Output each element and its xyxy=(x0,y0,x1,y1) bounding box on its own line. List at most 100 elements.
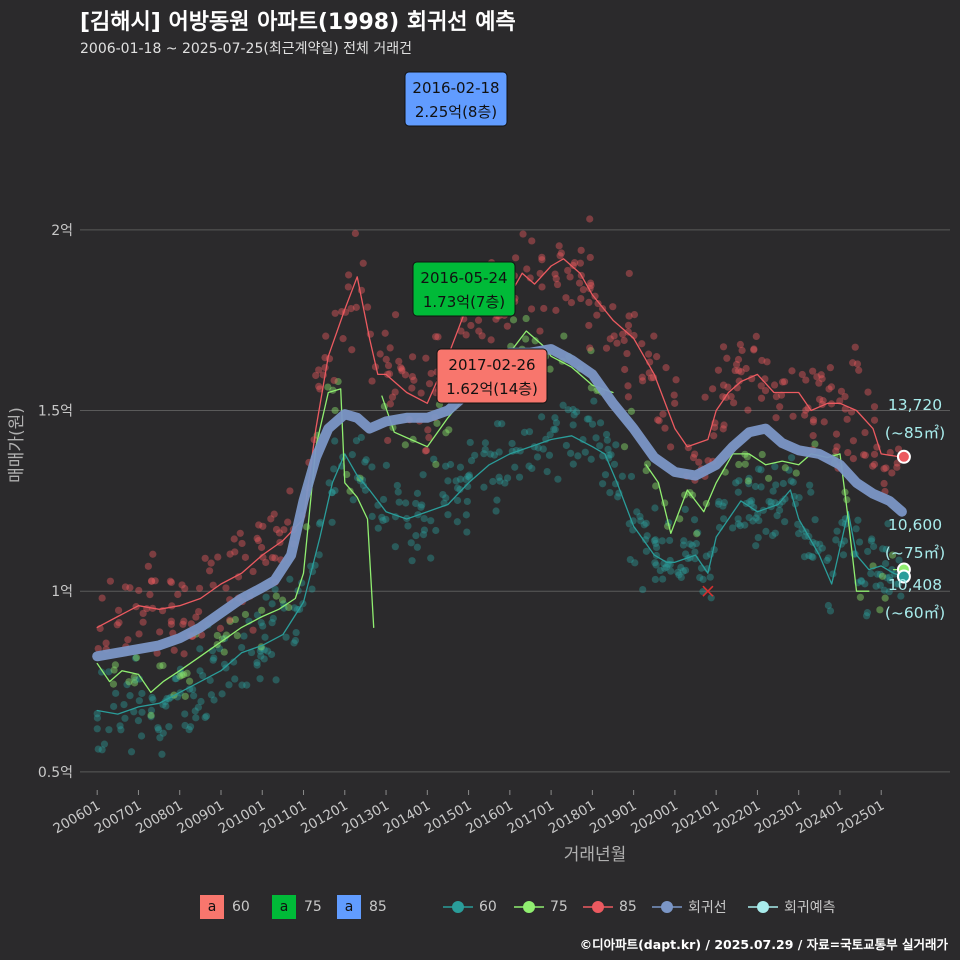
scatter-point-60 xyxy=(863,609,872,617)
scatter-point-85 xyxy=(156,628,164,636)
scatter-point-85 xyxy=(181,584,189,593)
scatter-point-85 xyxy=(832,447,840,455)
scatter-point-60 xyxy=(290,639,298,647)
scatter-point-85 xyxy=(761,387,770,395)
scatter-point-60 xyxy=(754,510,762,518)
scatter-point-60 xyxy=(596,442,604,450)
scatter-point-85 xyxy=(536,327,544,335)
scatter-point-85 xyxy=(115,619,123,627)
scatter-point-85 xyxy=(653,353,661,361)
scatter-point-60 xyxy=(159,729,167,737)
scatter-point-60 xyxy=(755,516,763,525)
scatter-point-60 xyxy=(391,543,399,551)
scatter-point-75 xyxy=(226,617,234,626)
scatter-point-60 xyxy=(574,452,582,460)
scatter-point-60 xyxy=(599,480,607,488)
scatter-point-60 xyxy=(824,601,832,610)
scatter-point-85 xyxy=(144,562,152,570)
scatter-point-60 xyxy=(495,448,503,456)
scatter-point-60 xyxy=(394,488,402,496)
scatter-point-85 xyxy=(262,558,270,566)
scatter-point-60 xyxy=(633,508,641,516)
scatter-point-60 xyxy=(757,466,765,474)
scatter-point-60 xyxy=(715,498,723,506)
scatter-point-60 xyxy=(419,471,427,479)
scatter-point-60 xyxy=(754,533,762,542)
scatter-point-85 xyxy=(870,403,879,411)
legend-line-key xyxy=(748,901,778,913)
scatter-point-85 xyxy=(788,367,796,375)
scatter-point-60 xyxy=(606,488,614,497)
scatter-point-85 xyxy=(249,567,257,576)
scatter-point-85 xyxy=(585,298,593,307)
scatter-point-85 xyxy=(206,567,214,575)
scatter-point-85 xyxy=(395,357,403,365)
scatter-point-85 xyxy=(280,526,288,534)
legend-line-key xyxy=(652,901,682,913)
scatter-point-75 xyxy=(792,469,800,477)
scatter-point-60 xyxy=(745,513,753,522)
scatter-point-60 xyxy=(881,559,890,568)
scatter-point-60 xyxy=(197,697,205,706)
scatter-point-60 xyxy=(395,498,403,506)
scatter-point-60 xyxy=(427,517,435,525)
scatter-point-60 xyxy=(147,706,156,714)
scatter-point-60 xyxy=(408,557,416,565)
scatter-point-75 xyxy=(334,377,342,386)
scatter-point-60 xyxy=(677,573,685,582)
scatter-point-60 xyxy=(501,479,509,487)
scatter-point-60 xyxy=(158,750,166,758)
scatter-point-60 xyxy=(562,441,570,450)
scatter-point-75 xyxy=(546,365,554,373)
scatter-point-85 xyxy=(719,425,727,433)
scatter-point-85 xyxy=(586,279,595,287)
scatter-point-60 xyxy=(412,499,420,508)
cancelled-trade-marker xyxy=(702,585,714,597)
scatter-point-85 xyxy=(593,311,601,319)
scatter-point-60 xyxy=(706,573,714,581)
scatter-point-60 xyxy=(809,553,817,561)
scatter-point-60 xyxy=(857,577,866,586)
scatter-point-60 xyxy=(762,527,770,535)
scatter-point-60 xyxy=(481,445,489,454)
scatter-point-60 xyxy=(876,570,884,578)
scatter-point-85 xyxy=(714,366,723,374)
scatter-point-60 xyxy=(456,463,465,471)
scatter-point-85 xyxy=(352,303,360,311)
scatter-point-60 xyxy=(652,561,660,569)
scatter-point-60 xyxy=(154,724,162,732)
scatter-point-60 xyxy=(720,515,728,523)
scatter-point-60 xyxy=(785,466,793,474)
scatter-point-60 xyxy=(690,516,699,524)
scatter-point-60 xyxy=(550,425,558,433)
scatter-point-60 xyxy=(413,489,422,497)
scatter-point-85 xyxy=(869,462,877,470)
scatter-point-60 xyxy=(481,439,490,447)
scatter-point-60 xyxy=(679,541,688,549)
scatter-point-85 xyxy=(475,327,483,335)
scatter-point-60 xyxy=(642,547,650,555)
scatter-point-85 xyxy=(837,387,846,395)
series-line-75 xyxy=(96,388,375,694)
scatter-point-85 xyxy=(238,539,246,548)
scatter-point-60 xyxy=(456,485,464,494)
scatter-point-60 xyxy=(545,451,554,459)
scatter-point-60 xyxy=(882,545,890,553)
scatter-point-75 xyxy=(156,662,164,670)
scatter-point-85 xyxy=(609,303,617,311)
scatter-point-85 xyxy=(701,393,709,401)
annotation-value: 1.62억(14층) xyxy=(446,380,538,398)
scatter-point-60 xyxy=(806,481,814,489)
scatter-point-85 xyxy=(585,321,593,330)
scatter-point-60 xyxy=(779,479,787,488)
scatter-point-60 xyxy=(659,575,667,583)
scatter-point-60 xyxy=(291,636,300,645)
scatter-point-75 xyxy=(132,654,141,662)
scatter-point-85 xyxy=(647,374,655,382)
scatter-point-60 xyxy=(800,553,809,561)
scatter-point-60 xyxy=(259,622,267,630)
scatter-point-60 xyxy=(867,569,875,578)
scatter-point-60 xyxy=(681,566,690,574)
scatter-point-60 xyxy=(734,488,742,496)
scatter-point-60 xyxy=(462,511,470,519)
